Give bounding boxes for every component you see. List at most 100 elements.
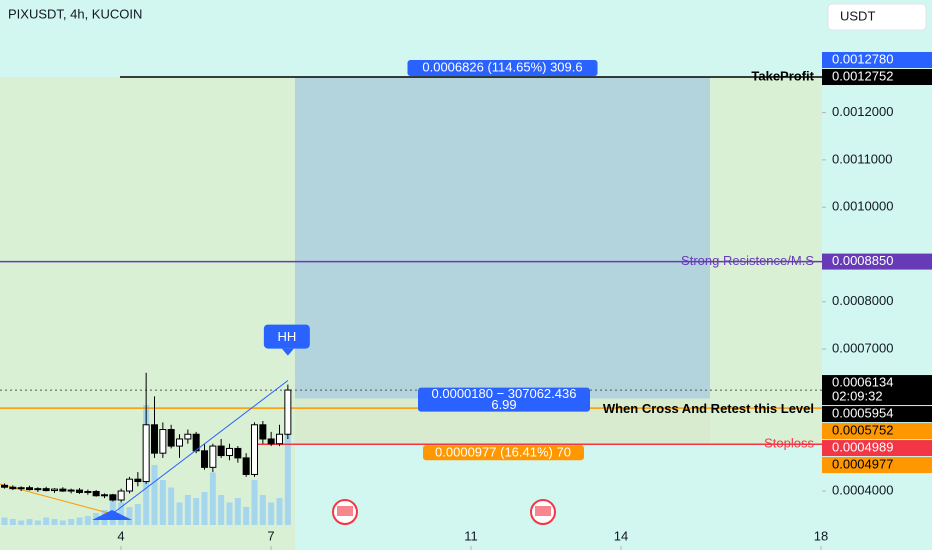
entry-label: 6.99 [491, 397, 516, 412]
volume-bar [284, 397, 291, 525]
volume-bar [184, 495, 191, 525]
flag-stripes [535, 506, 551, 516]
volume-bar [1, 517, 8, 525]
candle-body [217, 445, 225, 457]
chart-title: PIXUSDT, 4h, KUCOIN [8, 6, 142, 21]
price-label: 0.0006134 [832, 375, 893, 390]
low-marker [92, 510, 132, 520]
volume-bar [134, 504, 141, 525]
volume-bar [251, 480, 258, 525]
candle-body [76, 489, 83, 493]
plot: HH 0.0006826 (114.65%) 309.6 0.0000180 − 3… [0, 59, 822, 525]
price-label-box [822, 375, 932, 406]
candle-body [226, 447, 233, 457]
volume-bar [218, 495, 225, 525]
level-text: TakeProfit [751, 68, 814, 83]
entry-label: 0.0000180 − 307062.436 [432, 386, 577, 401]
candle-body [284, 389, 292, 435]
candle-body [234, 447, 242, 459]
currency-button[interactable] [827, 3, 927, 31]
candle-body [184, 433, 192, 440]
level-text: When Cross And Retest this Level [603, 401, 814, 416]
candle-body [209, 445, 217, 468]
candle-body [159, 429, 167, 454]
candle-body [151, 424, 158, 454]
volume-bar [159, 480, 166, 525]
candle-body [259, 424, 267, 440]
price-label-box [822, 457, 932, 474]
volume-bar [209, 472, 216, 525]
price-label: 0.0012752 [832, 68, 893, 83]
candle-body [59, 488, 67, 492]
volume-bar [18, 520, 25, 525]
candle-body [242, 457, 250, 475]
candle-body [0, 484, 8, 488]
volume-bar [59, 520, 66, 525]
flag-stripes [337, 506, 353, 516]
y-tick-label: 0.0007000 [832, 341, 893, 356]
target-zone [295, 77, 710, 399]
price-label: 0.0005752 [832, 423, 893, 438]
candle-body [26, 487, 33, 491]
volume-bar [276, 498, 283, 525]
candle-body [34, 488, 42, 491]
volume-bar [226, 502, 233, 525]
price-label: 0.0004989 [832, 440, 893, 455]
volume-bar [151, 465, 158, 525]
volume-bar [9, 519, 16, 525]
candle-body [67, 489, 75, 492]
x-tick-label: 18 [814, 528, 828, 543]
volume-bar [176, 502, 183, 525]
candle-body [109, 494, 117, 501]
candle-body [101, 494, 108, 497]
y-tick-label: 0.0004000 [832, 482, 893, 497]
marker-label: HH [277, 329, 296, 344]
price-label-box [822, 69, 932, 86]
candle-body [84, 490, 92, 493]
candle-body [126, 478, 133, 492]
price-label-box [822, 423, 932, 440]
level-text: Stoploss [764, 436, 814, 451]
target-label-box [407, 60, 598, 77]
volume-bar [68, 519, 75, 525]
volume-bar [201, 492, 208, 525]
volume-bar [34, 520, 41, 525]
price-label: 0.0005954 [832, 406, 893, 421]
marker-pointer [281, 348, 294, 356]
volume-bar [76, 517, 83, 525]
x-tick-label: 4 [117, 528, 124, 543]
candle-body [167, 429, 175, 447]
price-label: 0.0012780 [832, 51, 893, 66]
volume-bar [168, 487, 175, 525]
candle-body [201, 450, 208, 468]
zones [0, 77, 822, 550]
y-tick-label: 0.0010000 [832, 199, 893, 214]
level-text: Strong Resistence/M.S [681, 253, 814, 268]
x-tick-label: 11 [464, 528, 478, 543]
x-tick-label: 7 [267, 528, 274, 543]
volume-bar [126, 507, 133, 525]
candle-body [142, 424, 150, 483]
volume-bar [193, 498, 200, 525]
volume-bar [51, 519, 58, 525]
price-label: 0.0008850 [832, 253, 893, 268]
trend-line [111, 380, 289, 515]
candle-body [251, 424, 258, 475]
volume-bar [259, 495, 266, 525]
y-tick-label: 0.0008000 [832, 293, 893, 308]
entry-label-box [418, 387, 590, 412]
volume-bar [118, 502, 125, 525]
candle-body [276, 433, 283, 445]
countdown: 02:09:32 [832, 389, 883, 404]
x-tick-label: 14 [614, 528, 628, 543]
candle-body [267, 438, 275, 445]
y-tick-label: 0.0011000 [832, 151, 893, 166]
candle-body [51, 488, 58, 492]
volume-bar [243, 507, 250, 525]
candle-body [42, 488, 50, 492]
volume-bar [268, 502, 275, 525]
marker-box [263, 324, 310, 349]
currency[interactable]: USDT [840, 8, 875, 23]
price-label-box [822, 253, 932, 270]
